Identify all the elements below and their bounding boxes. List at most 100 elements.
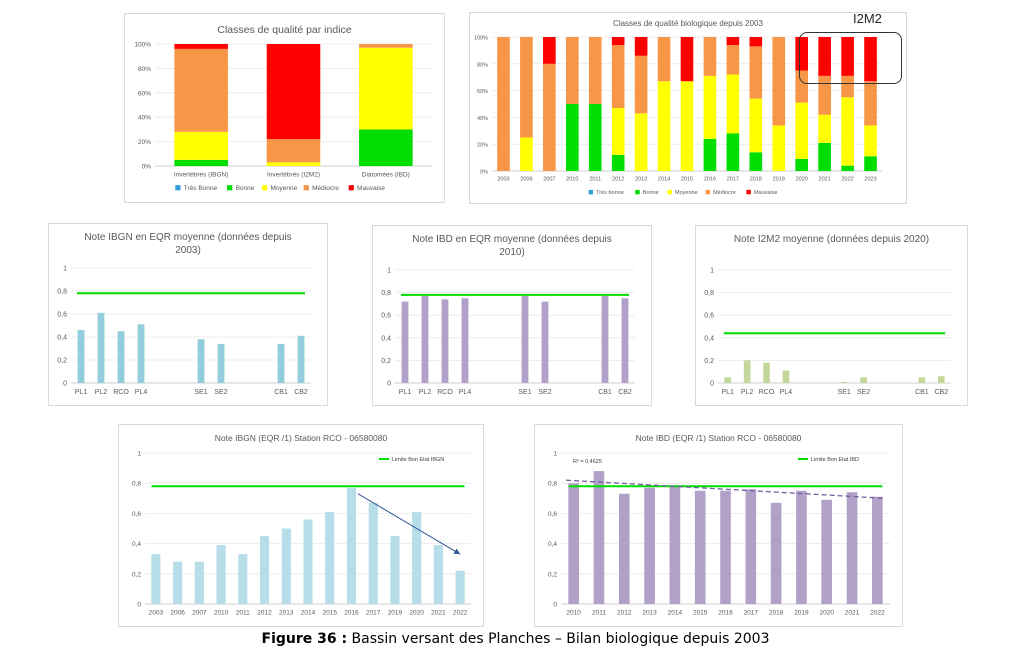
bar: [277, 343, 285, 383]
bar: [541, 301, 549, 383]
bar: [421, 295, 429, 383]
chart-quality-classes-by-index: Classes de qualité par indice 0% 20% 40% 60%…: [124, 13, 445, 203]
bar: [593, 471, 605, 604]
x-tick-label: PL4: [135, 389, 148, 396]
bar: [368, 502, 378, 604]
x-tick-label: 2010: [214, 610, 229, 617]
legend-label: Très bonne: [596, 190, 624, 196]
bar-segment: [795, 158, 809, 171]
x-tick-label: 2019: [388, 610, 403, 617]
bar-segment: [703, 138, 717, 171]
y-tick-label: 0,2: [381, 358, 391, 365]
x-tick-label: 2020: [409, 610, 424, 617]
x-tick-label: 2003: [149, 610, 164, 617]
bar-segment: [818, 37, 831, 76]
bar-segment: [703, 75, 717, 139]
x-tick-label: 2007: [543, 177, 555, 183]
x-tick-label: PL4: [459, 389, 472, 396]
x-tick-label: 2022: [870, 610, 885, 617]
y-tick-label: 1: [387, 268, 391, 275]
bar: [173, 561, 183, 604]
bar-segment: [611, 108, 625, 155]
x-tick-label: 2020: [819, 610, 834, 617]
bar-segment: [543, 63, 556, 171]
y-tick-label: 0,4: [132, 541, 141, 548]
bar: [461, 298, 469, 383]
bar: [433, 545, 443, 604]
bar: [117, 331, 125, 383]
x-tick-label: PL1: [721, 389, 734, 396]
y-tick-label: 0,8: [704, 290, 714, 297]
x-tick-label: 2021: [431, 610, 446, 617]
x-tick-label: 2022: [453, 610, 468, 617]
x-tick-label: 2006: [170, 610, 185, 617]
x-tick-label: Invertébrés (I2M2): [267, 172, 320, 179]
bar-segment: [634, 55, 648, 114]
x-tick-label: 2012: [612, 177, 624, 183]
bar: [846, 492, 858, 604]
x-tick-label: 2020: [796, 177, 808, 183]
bar: [259, 536, 270, 604]
bar: [346, 487, 357, 604]
x-tick-label: SE1: [838, 389, 851, 396]
chart-title: Classes de qualité par indice: [217, 24, 351, 36]
x-tick-label: SE2: [214, 389, 227, 396]
x-tick-label: PL2: [741, 389, 754, 396]
bar-segment: [864, 125, 877, 157]
bar-segment: [520, 137, 533, 171]
bar: [840, 381, 848, 383]
x-tick-label: 2022: [841, 177, 853, 183]
bar-segment: [174, 159, 228, 166]
bar: [796, 490, 807, 604]
bar-segment: [749, 98, 763, 153]
bar-segment: [634, 37, 648, 56]
bar: [325, 511, 335, 604]
i2m2-highlight-label: I2M2: [853, 11, 882, 26]
bar-segment: [841, 165, 854, 171]
x-tick-label: 2006: [520, 177, 532, 183]
x-tick-label: 2017: [727, 177, 739, 183]
x-tick-label: 2011: [592, 610, 606, 617]
chart-svg: Note IBD en EQR moyenne (données depuis 2…: [381, 234, 635, 396]
bar-segment: [588, 37, 602, 104]
x-tick-label: 2017: [744, 610, 759, 617]
bar: [77, 330, 85, 383]
chart-title: Note IBD (EQR /1) Station RCO - 06580080: [636, 433, 802, 443]
bar-segment: [359, 44, 413, 48]
bar: [669, 486, 681, 604]
i2m2-highlight-box: [799, 32, 902, 84]
y-tick-label: 0: [710, 381, 714, 388]
trend-line: [566, 479, 885, 499]
x-tick-label: RCO: [759, 389, 775, 396]
bar: [860, 377, 867, 383]
legend-label: Médiocre: [312, 185, 339, 192]
bar-segment: [726, 37, 740, 46]
x-tick-label: CB2: [294, 389, 308, 396]
y-tick-label: 1: [63, 266, 67, 273]
legend-swatch: [261, 185, 268, 191]
legend-label: Moyenne: [675, 190, 698, 196]
bar-segment: [680, 37, 694, 82]
bar: [441, 299, 449, 383]
bar-segment: [749, 46, 763, 99]
legend-label: Limite Bon Etat IBD: [811, 457, 859, 463]
x-tick-label: 2010: [566, 610, 581, 617]
bar-segment: [795, 102, 809, 159]
bar-segment: [543, 37, 556, 64]
x-tick-label: 2014: [668, 610, 683, 617]
x-tick-label: 2014: [658, 177, 670, 183]
x-tick-label: 2017: [366, 610, 381, 617]
x-tick-label: RCO: [113, 389, 129, 396]
bar: [763, 362, 770, 383]
bar: [724, 377, 732, 383]
x-tick-label: CB1: [598, 389, 612, 396]
y-tick-label: 40%: [138, 115, 151, 122]
x-tick-label: 2021: [819, 177, 831, 183]
chart-ibgn-station-rco: Note IBGN (EQR /1) Station RCO - 0658008…: [118, 424, 484, 627]
bar: [197, 339, 205, 383]
y-tick-label: 0,8: [548, 481, 557, 488]
y-tick-label: 40%: [477, 116, 488, 122]
bar: [412, 511, 422, 604]
legend-label: Médiocre: [713, 190, 736, 196]
bar-segment: [795, 37, 809, 71]
